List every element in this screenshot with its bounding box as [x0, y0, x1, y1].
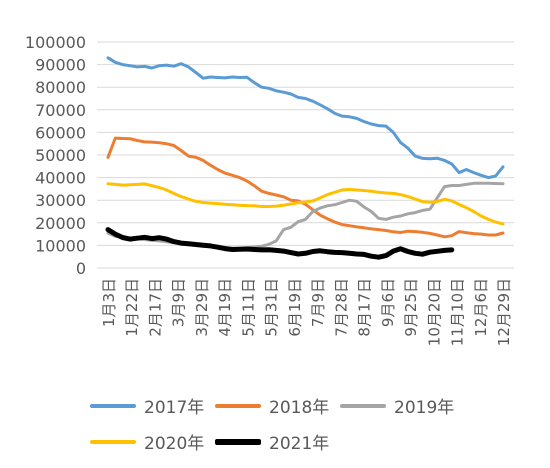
y-tick-label: 70000 [35, 101, 86, 120]
series-lines [105, 56, 505, 260]
legend-label-2021: 2021年 [269, 434, 330, 454]
x-tick-label: 7月9日 [309, 278, 327, 327]
legend: 2017年 2018年 2019年 2020年 2021年 [0, 380, 550, 468]
y-tick-label: 50000 [35, 146, 86, 165]
x-tick-label: 12月6日 [472, 278, 490, 337]
legend-swatch-2019 [340, 403, 386, 408]
x-tick-label: 9月6日 [379, 278, 397, 327]
x-tick-label: 5月31日 [263, 278, 281, 337]
legend-item-2020: 2020年 [90, 429, 204, 454]
legend-item-2019: 2019年 [340, 393, 454, 418]
x-tick-label: 4月19日 [216, 278, 234, 337]
series-line-2021年 [105, 227, 455, 260]
y-tick-label: 60000 [35, 123, 86, 142]
legend-item-2018: 2018年 [215, 393, 329, 418]
x-tick-label: 8月17日 [356, 278, 374, 337]
legend-swatch-2021 [215, 438, 261, 445]
legend-swatch-2018 [215, 403, 261, 408]
series-line-2020年 [106, 182, 505, 226]
x-tick-label: 6月19日 [286, 278, 304, 337]
x-tick-label: 5月11日 [239, 278, 257, 337]
gridlines [97, 41, 514, 269]
x-tick-label: 2月17日 [146, 278, 164, 337]
y-tick-label: 0 [76, 259, 86, 278]
y-tick-label: 20000 [35, 214, 86, 233]
legend-swatch-2017 [90, 403, 136, 408]
x-tick-label: 10月20日 [425, 278, 443, 346]
x-tick-label: 1月3日 [100, 278, 118, 327]
x-axis-ticks: 1月3日 1月22日 2月17日 3月9日 3月29日 4月19日 5月11日 5月31日 6月… [100, 278, 513, 346]
legend-label-2020: 2020年 [144, 434, 205, 454]
x-tick-label: 9月25日 [402, 278, 420, 337]
x-tick-label: 3月9日 [170, 278, 188, 327]
legend-label-2019: 2019年 [394, 398, 455, 418]
x-tick-label: 12月29日 [495, 278, 513, 346]
y-tick-label: 100000 [25, 33, 86, 52]
y-axis-ticks: 0 10000 20000 30000 40000 50000 60000 70000 8000… [25, 33, 86, 278]
y-tick-label: 80000 [35, 78, 86, 97]
legend-item-2021: 2021年 [215, 429, 329, 454]
x-tick-label: 1月22日 [123, 278, 141, 337]
x-tick-label: 3月29日 [193, 278, 211, 337]
series-line-2018年 [106, 136, 505, 239]
y-tick-label: 10000 [35, 236, 86, 255]
legend-item-2017: 2017年 [90, 393, 204, 418]
y-tick-label: 30000 [35, 191, 86, 210]
legend-label-2018: 2018年 [269, 398, 330, 418]
x-tick-label: 7月28日 [332, 278, 350, 337]
legend-swatch-2020 [90, 439, 136, 444]
y-tick-label: 40000 [35, 169, 86, 188]
chart-svg: 0 10000 20000 30000 40000 50000 60000 70000 8000… [25, 33, 514, 346]
x-tick-label: 11月10日 [449, 278, 467, 346]
series-line-2017年 [106, 56, 505, 180]
y-tick-label: 90000 [35, 56, 86, 75]
legend-label-2017: 2017年 [144, 398, 205, 418]
